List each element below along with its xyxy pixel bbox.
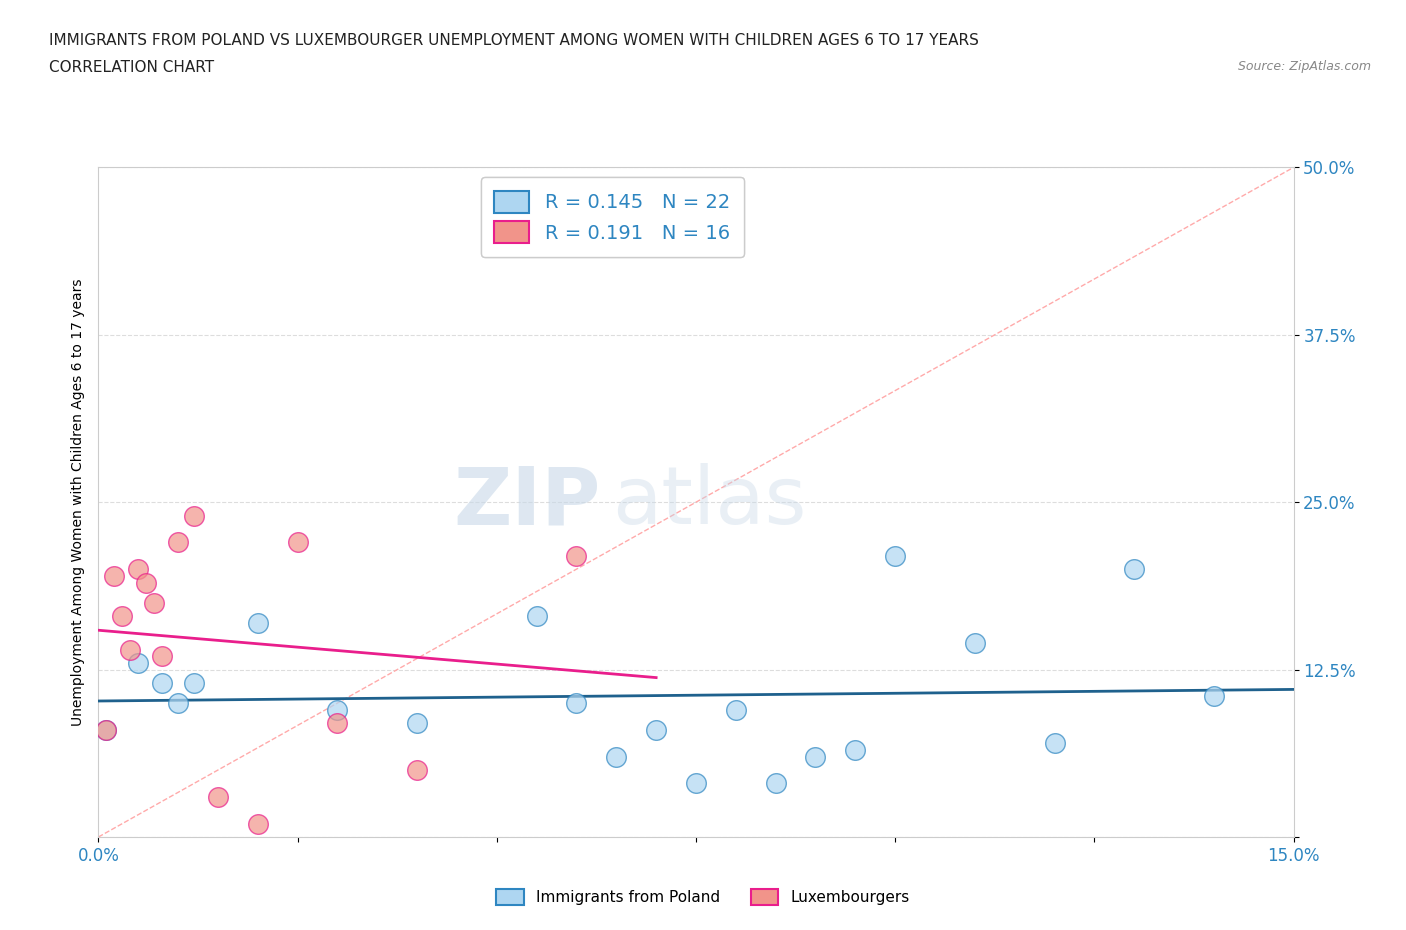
- Point: [207, 790, 229, 804]
- Point: [246, 616, 269, 631]
- Point: [963, 635, 986, 650]
- Point: [526, 608, 548, 623]
- Point: [605, 750, 627, 764]
- Point: [326, 702, 349, 717]
- Legend: Immigrants from Poland, Luxembourgers: Immigrants from Poland, Luxembourgers: [489, 882, 917, 913]
- Point: [565, 696, 588, 711]
- Point: [96, 723, 118, 737]
- Point: [645, 723, 668, 737]
- Point: [287, 535, 309, 550]
- Point: [406, 763, 429, 777]
- Point: [565, 549, 588, 564]
- Point: [103, 568, 125, 583]
- Point: [167, 535, 190, 550]
- Point: [183, 508, 205, 523]
- Point: [884, 549, 907, 564]
- Point: [143, 595, 166, 610]
- Point: [127, 562, 149, 577]
- Point: [804, 750, 827, 764]
- Point: [120, 642, 142, 657]
- Point: [844, 742, 866, 757]
- Point: [111, 608, 134, 623]
- Point: [127, 656, 149, 671]
- Point: [150, 675, 173, 690]
- Point: [167, 696, 190, 711]
- Point: [406, 716, 429, 731]
- Legend: R = 0.145   N = 22, R = 0.191   N = 16: R = 0.145 N = 22, R = 0.191 N = 16: [481, 177, 744, 257]
- Point: [685, 776, 707, 790]
- Point: [724, 702, 747, 717]
- Point: [135, 575, 157, 590]
- Point: [1123, 562, 1146, 577]
- Point: [150, 649, 173, 664]
- Point: [326, 716, 349, 731]
- Text: ZIP: ZIP: [453, 463, 600, 541]
- Point: [1202, 689, 1225, 704]
- Point: [765, 776, 787, 790]
- Text: CORRELATION CHART: CORRELATION CHART: [49, 60, 214, 75]
- Y-axis label: Unemployment Among Women with Children Ages 6 to 17 years: Unemployment Among Women with Children A…: [70, 278, 84, 726]
- Text: atlas: atlas: [612, 463, 807, 541]
- Point: [96, 723, 118, 737]
- Point: [1043, 736, 1066, 751]
- Text: IMMIGRANTS FROM POLAND VS LUXEMBOURGER UNEMPLOYMENT AMONG WOMEN WITH CHILDREN AG: IMMIGRANTS FROM POLAND VS LUXEMBOURGER U…: [49, 33, 979, 47]
- Text: Source: ZipAtlas.com: Source: ZipAtlas.com: [1237, 60, 1371, 73]
- Point: [246, 817, 269, 831]
- Point: [183, 675, 205, 690]
